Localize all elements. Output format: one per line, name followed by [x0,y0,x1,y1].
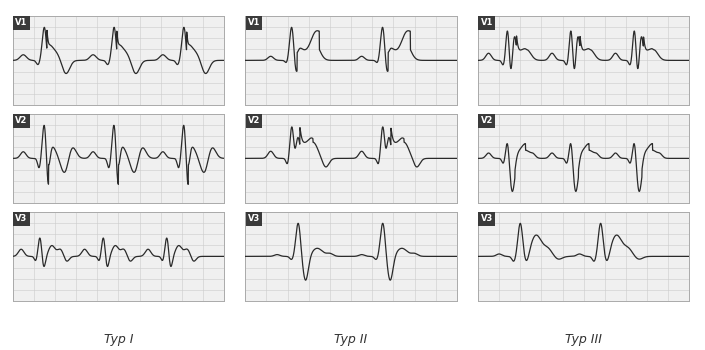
Text: V2: V2 [248,117,260,125]
Text: V1: V1 [481,19,493,27]
Text: V3: V3 [481,215,493,223]
Text: V3: V3 [248,215,260,223]
Text: V2: V2 [481,117,493,125]
Text: V1: V1 [16,19,27,27]
Text: Typ I: Typ I [104,334,133,346]
Text: Typ III: Typ III [565,334,602,346]
Text: V1: V1 [248,19,260,27]
Text: V3: V3 [16,215,27,223]
Text: V2: V2 [16,117,27,125]
Text: Typ II: Typ II [334,334,368,346]
